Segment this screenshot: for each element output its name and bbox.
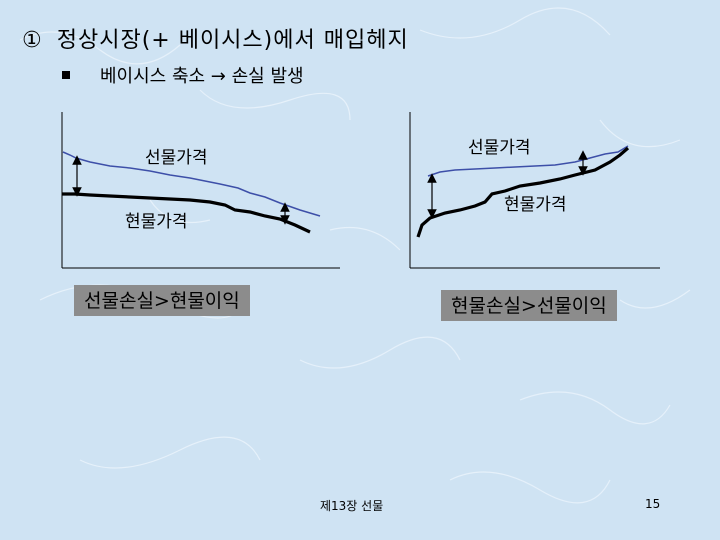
title-text: 정상시장(+ 베이시스)에서 매입헤지: [56, 28, 409, 53]
footer-page-number: 15: [645, 497, 661, 511]
right-axes: [409, 112, 660, 269]
square-bullet-icon: [62, 71, 70, 79]
left-axes: [61, 112, 340, 269]
left-spot-label: 현물가격: [125, 212, 188, 232]
title-number: ①: [22, 28, 43, 53]
right-result-label: 현물손실>선물이익: [441, 290, 617, 321]
footer-chapter: 제13장 선물: [320, 499, 384, 513]
left-futures-label: 선물가격: [145, 148, 208, 168]
left-futures-line: [62, 151, 321, 217]
bullet-text: 베이시스 축소 → 손실 발생: [100, 66, 304, 87]
right-spot-label: 현물가격: [504, 195, 567, 215]
left-result-label: 선물손실>현물이익: [74, 285, 250, 316]
slide-title: ① 정상시장(+ 베이시스)에서 매입헤지: [22, 22, 409, 54]
right-futures-label: 선물가격: [468, 138, 531, 158]
right-spot-line: [416, 146, 630, 238]
bullet-point: 베이시스 축소 → 손실 발생: [62, 62, 304, 88]
left-spot-line: [62, 192, 311, 234]
right-futures-line: [427, 145, 629, 177]
